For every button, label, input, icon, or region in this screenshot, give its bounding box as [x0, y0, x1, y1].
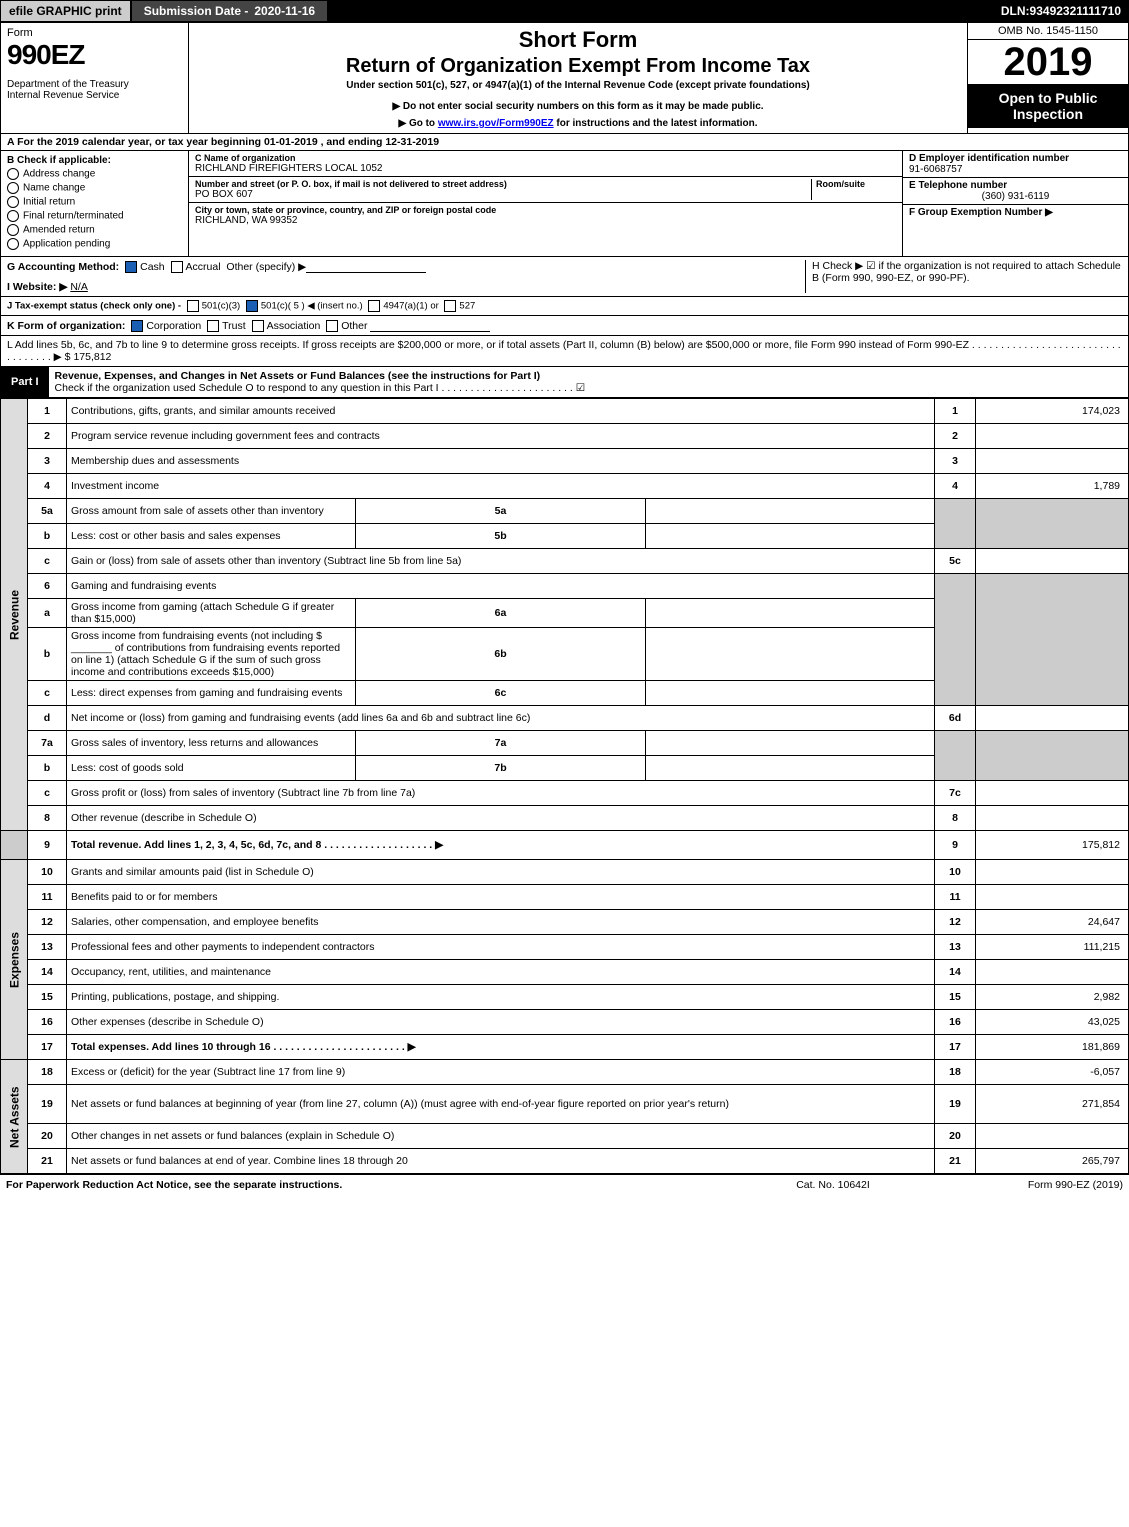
efile-print-button[interactable]: efile GRAPHIC print [0, 0, 131, 22]
submission-date-label: Submission Date - [144, 4, 249, 18]
tax-year: 2019 [968, 40, 1128, 84]
addr: PO BOX 607 [195, 189, 807, 200]
side-revenue: Revenue [1, 399, 28, 831]
goto-pre: ▶ Go to [398, 118, 437, 129]
j-label: J Tax-exempt status (check only one) - [7, 301, 184, 312]
section-b: B Check if applicable: Address change Na… [1, 151, 189, 256]
footer-left: For Paperwork Reduction Act Notice, see … [6, 1179, 743, 1191]
dln-value: 93492321111710 [1030, 4, 1121, 18]
amt-1: 174,023 [976, 399, 1129, 424]
chk-501c3[interactable] [187, 300, 199, 312]
tel-label: E Telephone number [909, 180, 1122, 191]
goto-line: ▶ Go to www.irs.gov/Form990EZ for instru… [197, 118, 959, 129]
chk-address-change[interactable]: Address change [7, 168, 182, 180]
chk-cash[interactable] [125, 261, 137, 273]
dln-label: DLN: [1001, 4, 1030, 18]
chk-association[interactable] [252, 320, 264, 332]
i-label: I Website: ▶ [7, 281, 67, 293]
chk-527[interactable] [444, 300, 456, 312]
chk-amended-return[interactable]: Amended return [7, 224, 182, 236]
part-1-table: Revenue 1 Contributions, gifts, grants, … [0, 398, 1129, 1174]
submission-date-value: 2020-11-16 [254, 4, 315, 18]
room-label: Room/suite [816, 179, 896, 189]
part-1-title: Revenue, Expenses, and Changes in Net As… [49, 367, 1128, 397]
subtitle: Under section 501(c), 527, or 4947(a)(1)… [197, 80, 959, 91]
org-name-label: C Name of organization [195, 153, 896, 163]
dln: DLN: 93492321111710 [993, 0, 1129, 22]
other-specify-input[interactable] [306, 260, 426, 273]
row-l: L Add lines 5b, 6c, and 7b to line 9 to … [0, 336, 1129, 367]
ein: 91-6068757 [909, 164, 1122, 175]
part-1-check: Check if the organization used Schedule … [55, 382, 586, 394]
header-left: Form 990EZ Department of the Treasury In… [1, 23, 189, 133]
spacer [328, 0, 993, 22]
accounting-method: G Accounting Method: Cash Accrual Other … [7, 260, 799, 273]
group-exemption-label: F Group Exemption Number ▶ [909, 207, 1122, 218]
chk-trust[interactable] [207, 320, 219, 332]
side-netassets: Net Assets [1, 1060, 28, 1174]
open-to-public: Open to Public Inspection [968, 84, 1128, 128]
other-org-input[interactable] [370, 319, 490, 332]
addr-label: Number and street (or P. O. box, if mail… [195, 179, 807, 189]
l-text: L Add lines 5b, 6c, and 7b to line 9 to … [7, 339, 1121, 363]
sections-b-f: B Check if applicable: Address change Na… [0, 151, 1129, 257]
header-right: OMB No. 1545-1150 2019 Open to Public In… [967, 23, 1128, 133]
ein-label: D Employer identification number [909, 153, 1122, 164]
goto-post: for instructions and the latest informat… [556, 118, 757, 129]
chk-4947[interactable] [368, 300, 380, 312]
ssn-notice: ▶ Do not enter social security numbers o… [197, 101, 959, 112]
department: Department of the Treasury Internal Reve… [7, 79, 182, 101]
header-middle: Short Form Return of Organization Exempt… [189, 23, 967, 133]
row-j: J Tax-exempt status (check only one) - 5… [0, 297, 1129, 316]
section-c: C Name of organization RICHLAND FIREFIGH… [189, 151, 902, 256]
section-a: A For the 2019 calendar year, or tax yea… [0, 134, 1129, 151]
chk-name-change[interactable]: Name change [7, 182, 182, 194]
city-label: City or town, state or province, country… [195, 205, 896, 215]
section-d-e-f: D Employer identification number 91-6068… [902, 151, 1128, 256]
chk-initial-return[interactable]: Initial return [7, 196, 182, 208]
city: RICHLAND, WA 99352 [195, 215, 896, 226]
form-label: Form [7, 27, 182, 39]
chk-accrual[interactable] [171, 261, 183, 273]
g-label: G Accounting Method: [7, 261, 119, 273]
top-bar: efile GRAPHIC print Submission Date - 20… [0, 0, 1129, 22]
org-name: RICHLAND FIREFIGHTERS LOCAL 1052 [195, 163, 896, 174]
ln-1: 1 [28, 399, 67, 424]
row-g-h-i: G Accounting Method: Cash Accrual Other … [0, 257, 1129, 297]
short-form-title: Short Form [197, 27, 959, 53]
submission-date: Submission Date - 2020-11-16 [131, 0, 328, 22]
header: Form 990EZ Department of the Treasury In… [0, 22, 1129, 134]
section-h: H Check ▶ ☑ if the organization is not r… [805, 260, 1122, 293]
main-title: Return of Organization Exempt From Incom… [197, 55, 959, 78]
website-row: I Website: ▶ N/A [7, 281, 799, 293]
num-1: 1 [935, 399, 976, 424]
part-1-badge: Part I [1, 367, 49, 397]
section-b-label: B Check if applicable: [7, 155, 182, 166]
k-label: K Form of organization: [7, 320, 125, 332]
chk-501c[interactable] [246, 300, 258, 312]
row-k: K Form of organization: Corporation Trus… [0, 316, 1129, 336]
side-expenses: Expenses [1, 860, 28, 1060]
l-amount: 175,812 [73, 351, 111, 363]
omb-number: OMB No. 1545-1150 [968, 23, 1128, 40]
chk-corporation[interactable] [131, 320, 143, 332]
goto-link[interactable]: www.irs.gov/Form990EZ [438, 118, 554, 129]
telephone: (360) 931-6119 [909, 191, 1122, 202]
desc-1: Contributions, gifts, grants, and simila… [67, 399, 935, 424]
part-1-header: Part I Revenue, Expenses, and Changes in… [0, 367, 1129, 398]
footer-cat: Cat. No. 10642I [743, 1179, 923, 1191]
form-number: 990EZ [7, 39, 182, 71]
footer: For Paperwork Reduction Act Notice, see … [0, 1174, 1129, 1195]
chk-final-return[interactable]: Final return/terminated [7, 210, 182, 222]
website-value: N/A [70, 281, 88, 293]
chk-application-pending[interactable]: Application pending [7, 238, 182, 250]
chk-other-org[interactable] [326, 320, 338, 332]
footer-form: Form 990-EZ (2019) [923, 1179, 1123, 1191]
